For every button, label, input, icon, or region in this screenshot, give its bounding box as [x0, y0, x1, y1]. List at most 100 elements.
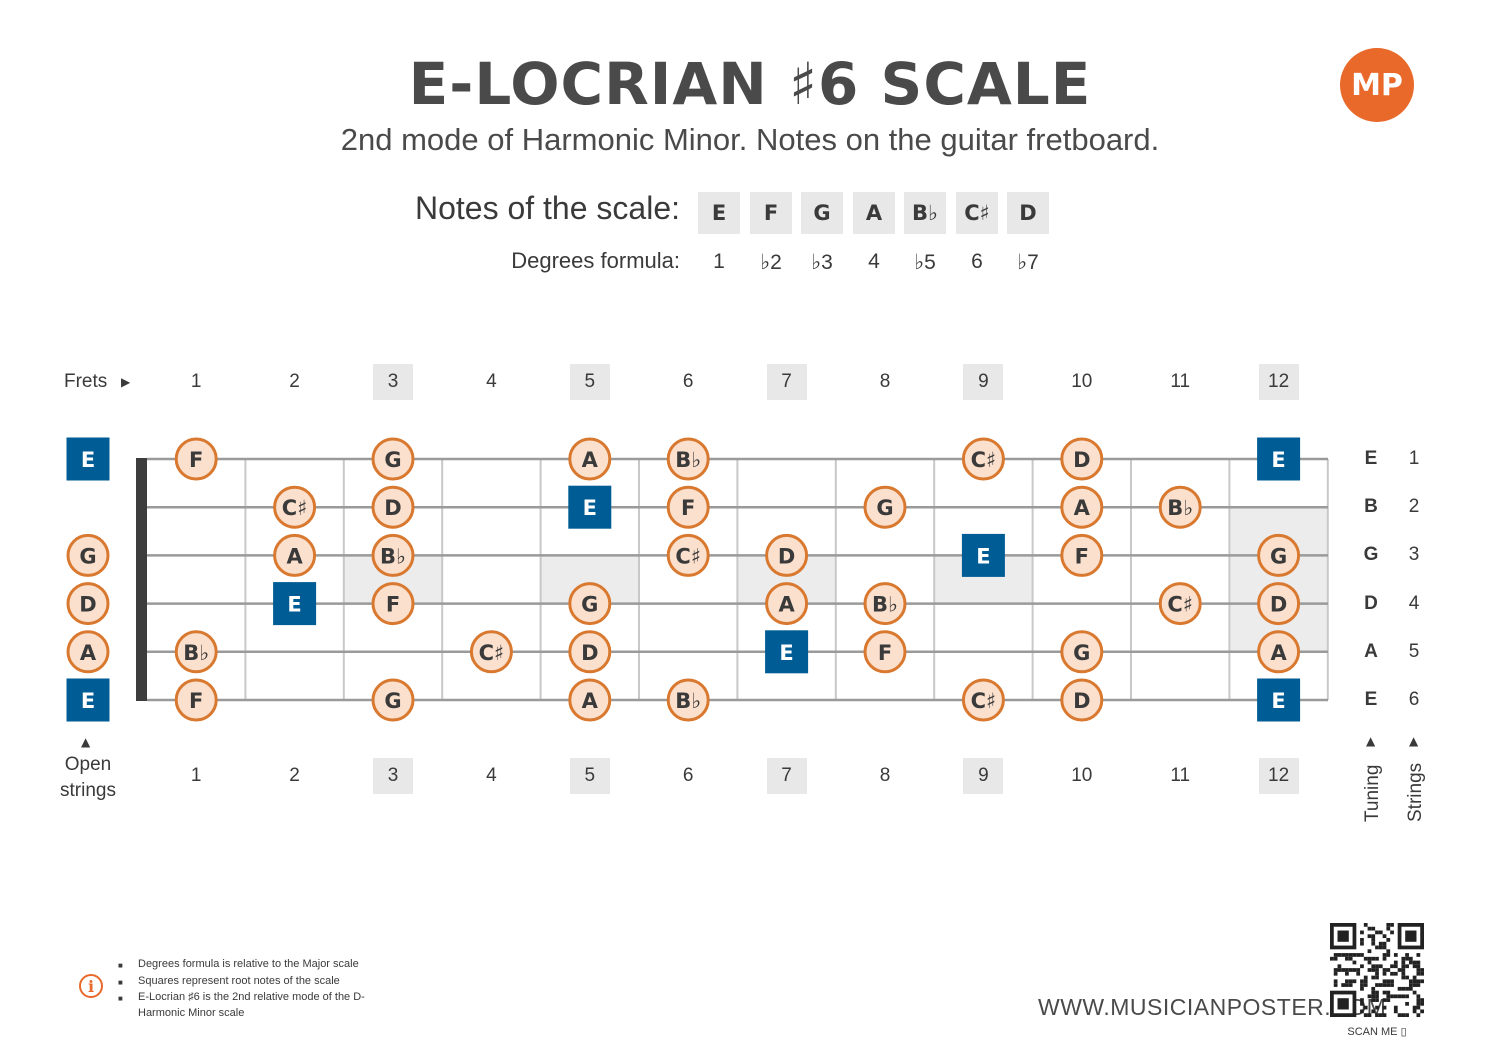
qr-module: [1367, 949, 1372, 954]
root-note-square: [66, 437, 110, 481]
qr-module: [1416, 1013, 1421, 1017]
qr-module: [1333, 983, 1338, 987]
note-circle: [1060, 437, 1104, 481]
root-note-square: [273, 582, 317, 626]
qr-module: [1337, 964, 1342, 969]
fret-marker: [1229, 507, 1328, 652]
note-circle: [371, 582, 415, 626]
scale-note: D: [1007, 192, 1049, 234]
qr-module: [1352, 953, 1357, 957]
qr-module: [1378, 941, 1383, 946]
note-label: G: [79, 544, 96, 568]
strings-label: Strings: [1405, 762, 1426, 822]
qr-module: [1405, 953, 1409, 957]
note-circle: [371, 485, 415, 529]
qr-module: [1375, 983, 1379, 987]
note-label: B♭: [183, 641, 209, 665]
string-number: 6: [1408, 689, 1420, 710]
note-label: A: [80, 641, 97, 665]
qr-module: [1420, 1009, 1424, 1014]
qr-module: [1345, 953, 1349, 957]
qr-module: [1416, 953, 1421, 957]
qr-module: [1348, 979, 1353, 984]
scan-me-label: SCAN ME ▯: [1330, 1025, 1424, 1038]
note-label: C♯: [675, 544, 701, 568]
note-label: G: [1073, 641, 1090, 665]
fret-number: 1: [190, 371, 202, 392]
note-label: D: [79, 593, 96, 617]
qr-module: [1386, 938, 1391, 942]
scale-degree: ♭7: [1017, 251, 1039, 274]
scale-degree: 1: [713, 250, 725, 273]
qr-module: [1363, 1005, 1368, 1010]
footnotes: ■ Degrees formula is relative to the Majo…: [118, 957, 408, 1021]
qr-code[interactable]: [1330, 923, 1424, 1017]
page-title: E-LOCRIAN ♯6 SCALE: [408, 50, 1092, 118]
website-link[interactable]: WWW.MUSICIANPOSTER.COM: [1038, 994, 1387, 1020]
footnote-text: Degrees formula is relative to the Major…: [138, 958, 359, 970]
note-circle: [765, 582, 809, 626]
qr-module: [1371, 998, 1376, 1002]
qr-module: [1375, 990, 1379, 995]
fret-number: 12: [1258, 758, 1299, 794]
qr-module: [1401, 968, 1406, 972]
fret-number: 6: [682, 371, 694, 392]
brand-logo[interactable]: MP: [1340, 48, 1414, 122]
qr-module: [1330, 956, 1334, 961]
qr-module: [1378, 983, 1383, 987]
qr-module: [1405, 1013, 1409, 1017]
qr-module: [1420, 979, 1424, 984]
qr-module: [1360, 986, 1364, 991]
notes-of-scale-label: Notes of the scale:: [414, 190, 680, 226]
qr-module: [1352, 960, 1357, 965]
fret-number: 10: [1071, 765, 1093, 786]
note-label: C♯: [971, 448, 997, 472]
string-number: 5: [1408, 640, 1420, 662]
qr-module: [1378, 945, 1383, 950]
degrees-formula-label: Degrees formula:: [511, 248, 680, 273]
footnote-item: ■ Degrees formula is relative to the Majo…: [118, 957, 408, 974]
note-circle: [1158, 485, 1202, 529]
note-label: D: [778, 544, 795, 568]
qr-module: [1363, 923, 1368, 927]
qr-module: [1390, 930, 1394, 935]
note-circle: [469, 630, 513, 674]
qr-module: [1382, 1013, 1387, 1017]
qr-module: [1333, 971, 1338, 976]
qr-module: [1371, 934, 1376, 939]
qr-module: [1356, 953, 1361, 957]
open-strings-label: Open strings: [60, 754, 116, 801]
qr-module: [1412, 960, 1417, 965]
note-label: D: [384, 496, 401, 520]
frets-arrow-icon: ▶: [121, 375, 131, 389]
note-circle: [961, 437, 1005, 481]
qr-module: [1382, 983, 1387, 987]
note-circle: [666, 678, 710, 722]
note-label: C♯: [479, 641, 505, 665]
qr-module: [1397, 1013, 1402, 1017]
note-circle: [863, 630, 907, 674]
qr-module: [1337, 968, 1342, 972]
qr-module: [1382, 953, 1387, 957]
qr-module: [1420, 971, 1424, 976]
note-label: A: [778, 593, 795, 617]
note-circle: [568, 437, 612, 481]
note-circle: [66, 533, 110, 577]
qr-module: [1390, 964, 1394, 969]
qr-module: [1401, 964, 1406, 969]
note-circle: [666, 533, 710, 577]
qr-module: [1375, 930, 1379, 935]
note-label: G: [384, 448, 401, 472]
qr-module: [1333, 979, 1338, 984]
tuning-note: E: [1364, 689, 1378, 710]
qr-module: [1401, 994, 1406, 999]
qr-module: [1405, 956, 1409, 961]
qr-module: [1393, 994, 1398, 999]
string-number: 3: [1408, 544, 1420, 566]
qr-module: [1416, 1001, 1421, 1006]
qr-module: [1386, 923, 1391, 927]
note-circle: [765, 533, 809, 577]
qr-module: [1401, 986, 1406, 991]
qr-module: [1363, 983, 1368, 987]
qr-module: [1386, 994, 1391, 999]
